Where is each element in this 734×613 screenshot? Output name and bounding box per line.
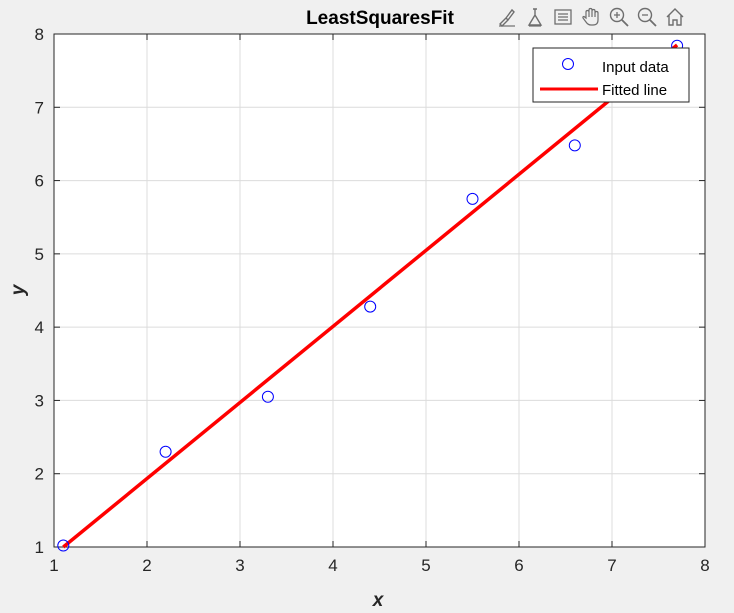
data-point[interactable] bbox=[261, 390, 274, 403]
legend-label-fitted-line: Fitted line bbox=[602, 82, 667, 99]
data-point[interactable] bbox=[57, 539, 70, 552]
data-point[interactable] bbox=[364, 300, 377, 313]
zoom-out-icon[interactable] bbox=[634, 4, 660, 30]
y-tick-label: 5 bbox=[35, 245, 44, 264]
axes-toolbar bbox=[494, 4, 688, 30]
y-axis-title: y bbox=[8, 283, 29, 296]
axes-frame bbox=[53, 33, 706, 548]
pan-hand-icon[interactable] bbox=[578, 4, 604, 30]
y-tick-label: 6 bbox=[35, 172, 44, 191]
legend-label-input-data: Input data bbox=[602, 59, 669, 76]
legend-box bbox=[532, 47, 690, 103]
legend[interactable]: Input data Fitted line bbox=[532, 47, 690, 103]
x-tick-labels: 1 2 3 4 5 6 7 8 bbox=[49, 556, 709, 575]
axis-ticks bbox=[53, 33, 706, 548]
x-axis-title: x bbox=[372, 590, 385, 611]
y-tick-label: 2 bbox=[35, 465, 44, 484]
chart-title: LeastSquaresFit bbox=[306, 8, 454, 29]
x-tick-label: 4 bbox=[328, 556, 337, 575]
x-tick-label: 5 bbox=[421, 556, 430, 575]
data-point[interactable] bbox=[466, 192, 479, 205]
y-tick-labels: 1 2 3 4 5 6 7 8 bbox=[35, 25, 44, 557]
brush-icon[interactable] bbox=[494, 4, 520, 30]
y-tick-label: 4 bbox=[35, 318, 44, 337]
x-tick-label: 3 bbox=[235, 556, 244, 575]
x-tick-label: 2 bbox=[142, 556, 151, 575]
data-point[interactable] bbox=[568, 139, 581, 152]
y-tick-label: 1 bbox=[35, 538, 44, 557]
y-tick-label: 3 bbox=[35, 391, 44, 410]
x-tick-label: 6 bbox=[514, 556, 523, 575]
y-tick-label: 8 bbox=[35, 25, 44, 44]
zoom-in-icon[interactable] bbox=[606, 4, 632, 30]
legend-toggle-icon[interactable] bbox=[550, 4, 576, 30]
fitted-line[interactable] bbox=[62, 43, 679, 549]
data-tips-icon[interactable] bbox=[522, 4, 548, 30]
y-tick-label: 7 bbox=[35, 98, 44, 117]
x-tick-label: 7 bbox=[607, 556, 616, 575]
x-tick-label: 8 bbox=[700, 556, 709, 575]
home-icon[interactable] bbox=[662, 4, 688, 30]
legend-marker-input-data bbox=[562, 58, 574, 70]
data-point[interactable] bbox=[159, 445, 172, 458]
x-tick-label: 1 bbox=[49, 556, 58, 575]
data-series bbox=[57, 39, 684, 552]
